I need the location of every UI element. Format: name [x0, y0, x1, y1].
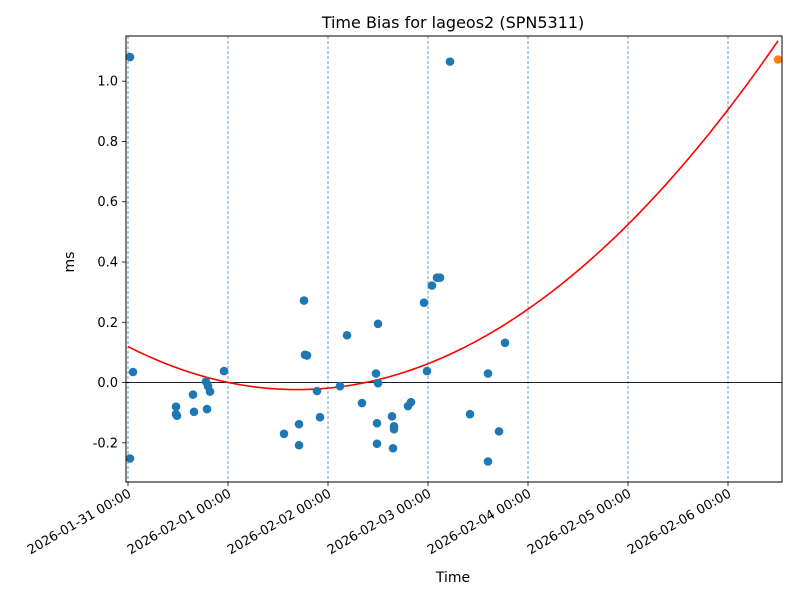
data-point — [406, 397, 416, 407]
y-tick-label: 0.4 — [97, 256, 118, 271]
y-tick-label: 1.0 — [97, 75, 118, 90]
data-point — [128, 367, 138, 377]
y-tick-label: 0.6 — [97, 195, 118, 210]
data-point — [373, 319, 383, 329]
data-point — [294, 440, 304, 450]
fit-curve-layer — [127, 40, 779, 391]
data-point — [202, 404, 212, 414]
chart-title: Time Bias for lageos2 (SPN5311) — [321, 13, 585, 32]
data-point — [188, 390, 198, 399]
y-tick-label: -0.2 — [93, 436, 118, 451]
data-point — [483, 457, 493, 466]
data-point — [294, 419, 304, 429]
y-axis-ticks: -0.2 0.0 0.2 0.4 0.6 0.8 1.0 — [93, 75, 126, 451]
data-point — [435, 273, 445, 282]
data-point — [335, 381, 345, 391]
data-point — [299, 296, 309, 305]
data-point — [279, 429, 289, 439]
highlight-point — [773, 55, 783, 64]
data-point — [389, 424, 399, 434]
data-point — [500, 338, 510, 348]
fit-curve — [127, 40, 779, 391]
plot-frame — [125, 35, 783, 483]
data-point — [387, 412, 397, 421]
y-axis-title: ms — [62, 252, 78, 273]
y-tick-label: 0.2 — [97, 316, 118, 331]
data-point — [422, 366, 432, 376]
y-tick-label: 0.0 — [97, 376, 118, 391]
data-point — [372, 439, 382, 449]
data-point — [427, 281, 437, 290]
data-point — [388, 443, 398, 453]
data-point — [494, 427, 504, 436]
data-point — [465, 409, 475, 419]
data-point — [189, 407, 199, 417]
data-point — [172, 411, 182, 421]
data-point — [342, 330, 352, 340]
y-tick-label: 0.8 — [97, 135, 118, 150]
data-point — [371, 369, 381, 378]
data-point — [125, 454, 135, 463]
data-point — [125, 52, 135, 62]
data-points — [125, 52, 783, 466]
data-point — [419, 298, 429, 307]
x-axis-title: Time — [435, 570, 470, 586]
data-point — [483, 369, 493, 378]
data-point — [372, 418, 382, 428]
data-point — [445, 57, 455, 66]
data-point — [205, 387, 215, 396]
data-point — [219, 366, 229, 376]
data-point — [302, 351, 312, 360]
day-gridlines — [127, 36, 729, 482]
data-point — [315, 412, 325, 422]
data-point — [357, 398, 367, 408]
data-point — [171, 402, 181, 411]
data-point — [373, 378, 383, 388]
data-point — [312, 386, 322, 396]
